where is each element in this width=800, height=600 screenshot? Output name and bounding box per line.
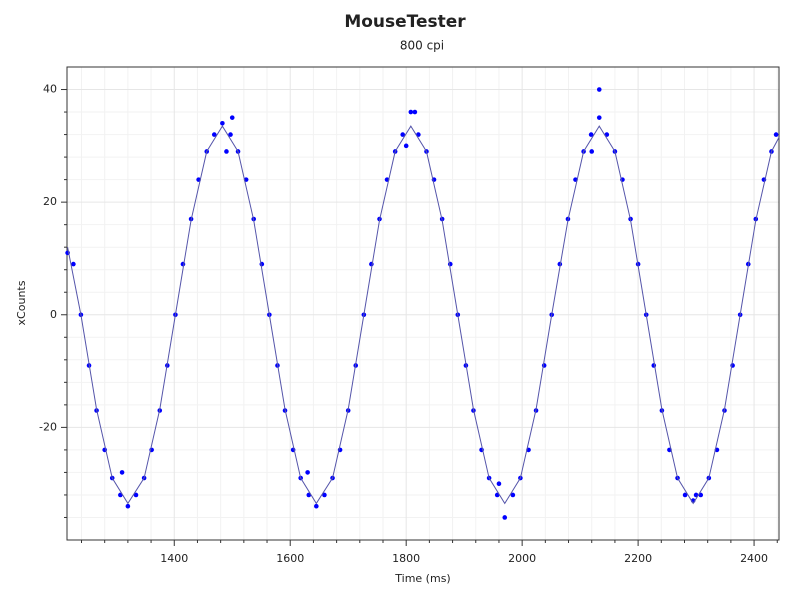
x-tick-label: 2000 <box>508 552 536 565</box>
point <box>502 515 508 520</box>
point <box>305 470 310 475</box>
point <box>589 149 595 154</box>
point <box>403 143 409 149</box>
point <box>588 132 594 137</box>
point <box>596 115 602 120</box>
y-axis-label: xCounts <box>15 280 28 325</box>
point <box>228 132 233 137</box>
point <box>229 115 235 120</box>
y-tick-label: 20 <box>43 195 57 208</box>
chart-subtitle: 800 cpi <box>400 39 444 53</box>
y-tick-label: 40 <box>43 83 57 96</box>
point <box>682 492 688 498</box>
y-tick-label: -20 <box>39 420 57 433</box>
x-tick-label: 1800 <box>392 552 420 565</box>
point <box>408 109 414 115</box>
point <box>322 492 327 498</box>
point <box>510 492 516 498</box>
plot-frame <box>66 66 780 541</box>
point <box>496 481 502 486</box>
point <box>119 470 125 475</box>
point <box>773 132 779 137</box>
point <box>314 503 319 509</box>
point <box>400 132 406 137</box>
x-tick-label: 1600 <box>276 552 304 565</box>
x-tick-label: 2400 <box>740 552 768 565</box>
point <box>125 503 131 509</box>
point <box>412 109 418 115</box>
point <box>596 87 602 92</box>
x-tick-label: 2200 <box>624 552 652 565</box>
x-tick-label: 1400 <box>160 552 188 565</box>
point <box>224 149 229 154</box>
fit-line <box>67 125 780 505</box>
point <box>133 492 139 498</box>
x-axis-label: Time (ms) <box>394 572 450 585</box>
point <box>71 261 76 267</box>
chart-title: MouseTester <box>344 12 466 32</box>
y-tick-label: 0 <box>50 308 57 321</box>
point <box>211 132 217 137</box>
point <box>220 121 225 126</box>
